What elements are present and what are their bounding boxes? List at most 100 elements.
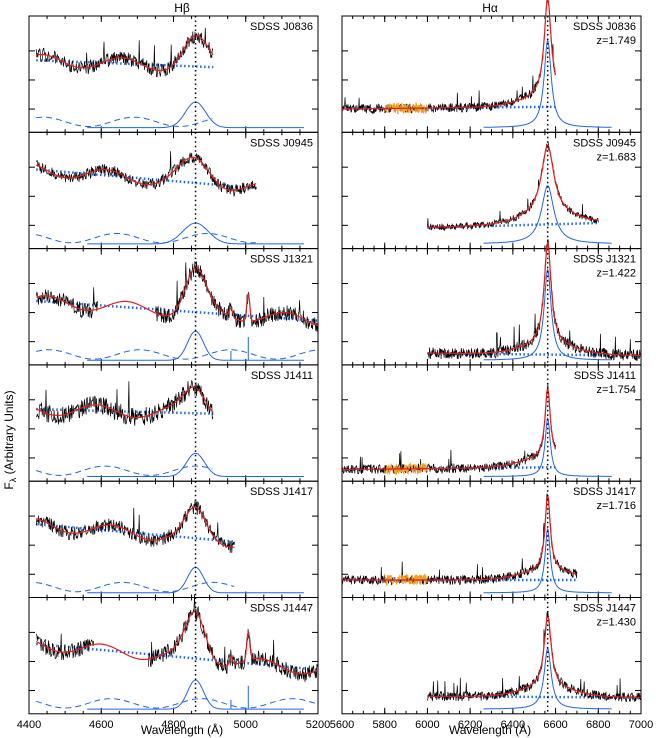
spectrum-data [35, 633, 95, 661]
panel-hbeta-4: SDSS J1411 [28, 364, 319, 482]
redshift-label: z=1.754 [597, 384, 636, 396]
x-tick-label: 6400 [501, 719, 525, 731]
model-fit [36, 506, 235, 548]
panel-halpha-1: SDSS J0836 z=1.749 [341, 0, 642, 133]
continuum-fit [36, 642, 319, 671]
object-label: SDSS J0945 [250, 137, 313, 149]
x-tick-label: 4400 [17, 719, 41, 731]
object-label: SDSS J1417 [573, 486, 636, 498]
x-tick-label: 5600 [330, 719, 354, 731]
model-fit [35, 611, 319, 675]
redshift-label: z=1.683 [597, 151, 636, 163]
panel-halpha-6: SDSS J1447 z=1.430 [341, 597, 642, 715]
broad-line-component [483, 185, 612, 244]
redshift-label: z=1.749 [597, 35, 636, 47]
panels-group: SDSS J0836 SDSS J0945 SDSS J1321 SDSS J1411… [17, 0, 653, 731]
broad-line-component [483, 527, 612, 594]
panel-hbeta-5: SDSS J1417 [28, 480, 319, 599]
spectrum-data [341, 493, 578, 586]
masked-region [384, 573, 428, 586]
continuum-fit [36, 522, 236, 543]
panel-frame [28, 597, 319, 715]
model-fit [342, 0, 556, 110]
x-tick-label: 6800 [586, 719, 610, 731]
model-fit [427, 241, 641, 356]
model-fit [36, 34, 214, 72]
panel-hbeta-1: SDSS J0836 [28, 15, 319, 133]
x-tick-label: 6000 [415, 719, 439, 731]
x-tick-label: 5800 [372, 719, 396, 731]
halpha-x-axis-title: Wavelength (Å) [449, 722, 531, 737]
hbeta-x-axis-title: Wavelength (Å) [141, 722, 223, 737]
spectrum-data [341, 0, 556, 115]
x-tick-label: 6600 [543, 719, 567, 731]
x-tick-label: 4600 [89, 719, 113, 731]
object-label: SDSS J1411 [251, 370, 313, 382]
broad-line-component [483, 647, 612, 710]
hbeta-column-title: Hβ [174, 1, 190, 15]
object-label: SDSS J1411 [574, 370, 636, 382]
object-label: SDSS J1321 [250, 254, 313, 266]
panel-halpha-3: SDSS J1321 z=1.422 [341, 239, 642, 366]
panel-frame [28, 364, 319, 482]
x-tick-label: 5200 [306, 719, 330, 731]
redshift-label: z=1.716 [597, 500, 636, 512]
broad-line-component [87, 330, 304, 361]
panel-frame [28, 15, 319, 133]
panel-halpha-4: SDSS J1411 z=1.754 [341, 364, 642, 482]
spectrum-data [148, 594, 319, 682]
feii-component [36, 465, 213, 476]
object-label: SDSS J0945 [573, 137, 636, 149]
spectrum-data [35, 500, 235, 553]
panel-frame [341, 364, 642, 482]
broad-line-component [483, 268, 612, 361]
panel-frame [341, 248, 642, 366]
panel-hbeta-6: SDSS J1447 [28, 594, 319, 715]
model-fit [341, 388, 556, 471]
x-tick-label: 5000 [234, 719, 258, 731]
object-label: SDSS J1447 [573, 603, 636, 615]
model-fit [35, 156, 257, 191]
panel-frame [341, 15, 642, 133]
continuum-fit [36, 407, 214, 415]
y-axis-title: Fλ (Arbitrary Units) [2, 390, 18, 489]
model-fit [427, 614, 641, 698]
panel-frame [28, 131, 319, 250]
feii-component [36, 116, 213, 127]
y-axis-title-symbol: F [2, 482, 16, 489]
broad-line-component [483, 417, 612, 477]
spectrum-data [427, 142, 599, 232]
halpha-column-title: Hα [482, 1, 498, 15]
model-fit [35, 386, 214, 419]
panel-hbeta-2: SDSS J0945 [28, 131, 319, 250]
broad-line-component [87, 452, 304, 477]
model-fit [427, 144, 598, 228]
feii-component [36, 349, 319, 360]
object-label: SDSS J1417 [250, 486, 313, 498]
feii-component [36, 698, 319, 709]
spectrum-data [35, 380, 214, 426]
spectrum-data [341, 384, 556, 475]
x-tick-label: 7000 [629, 719, 653, 731]
object-label: SDSS J0836 [250, 21, 313, 33]
continuum-fit [36, 299, 319, 322]
model-fit [342, 495, 577, 581]
spectrum-data [35, 287, 98, 319]
spectrum-data [35, 27, 214, 78]
feii-component [36, 581, 235, 593]
broad-line-component [483, 39, 612, 128]
panel-frame [341, 131, 642, 250]
object-label: SDSS J1447 [250, 603, 313, 615]
spectrum-data [155, 261, 319, 332]
model-fit [36, 266, 319, 327]
object-label: SDSS J1321 [573, 254, 636, 266]
x-tick-label: 4800 [161, 719, 185, 731]
broad-line-component [87, 679, 304, 710]
y-axis-title-subscript: λ [8, 477, 18, 482]
redshift-label: z=1.430 [597, 617, 636, 629]
panel-halpha-2: SDSS J0945 z=1.683 [341, 131, 642, 250]
panel-hbeta-3: SDSS J1321 [28, 248, 319, 366]
y-axis-title-units: (Arbitrary Units) [2, 390, 16, 477]
x-tick-label: 6200 [458, 719, 482, 731]
